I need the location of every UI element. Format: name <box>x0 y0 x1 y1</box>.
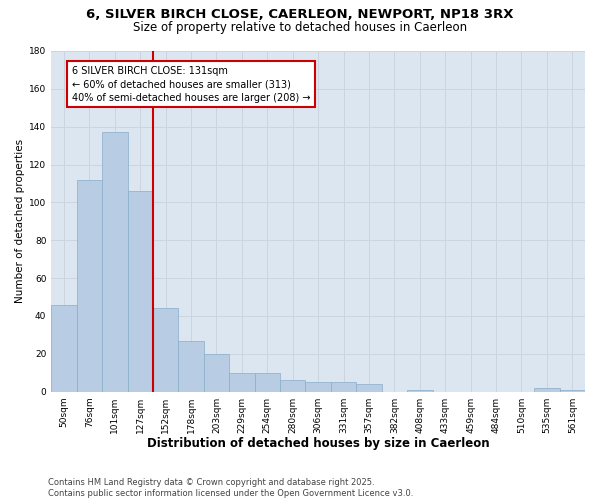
Bar <box>331 382 356 392</box>
Y-axis label: Number of detached properties: Number of detached properties <box>15 139 25 304</box>
X-axis label: Distribution of detached houses by size in Caerleon: Distribution of detached houses by size … <box>147 437 490 450</box>
Bar <box>153 308 178 392</box>
Text: 6, SILVER BIRCH CLOSE, CAERLEON, NEWPORT, NP18 3RX: 6, SILVER BIRCH CLOSE, CAERLEON, NEWPORT… <box>86 8 514 20</box>
Bar <box>229 372 254 392</box>
Bar <box>178 340 204 392</box>
Text: Size of property relative to detached houses in Caerleon: Size of property relative to detached ho… <box>133 21 467 34</box>
Bar <box>254 372 280 392</box>
Text: Contains HM Land Registry data © Crown copyright and database right 2025.
Contai: Contains HM Land Registry data © Crown c… <box>48 478 413 498</box>
Bar <box>407 390 433 392</box>
Bar <box>356 384 382 392</box>
Bar <box>305 382 331 392</box>
Bar <box>534 388 560 392</box>
Bar <box>560 390 585 392</box>
Bar <box>204 354 229 392</box>
Bar <box>77 180 102 392</box>
Bar <box>128 191 153 392</box>
Bar <box>280 380 305 392</box>
Bar <box>51 304 77 392</box>
Text: 6 SILVER BIRCH CLOSE: 131sqm
← 60% of detached houses are smaller (313)
40% of s: 6 SILVER BIRCH CLOSE: 131sqm ← 60% of de… <box>71 66 310 102</box>
Bar <box>102 132 128 392</box>
